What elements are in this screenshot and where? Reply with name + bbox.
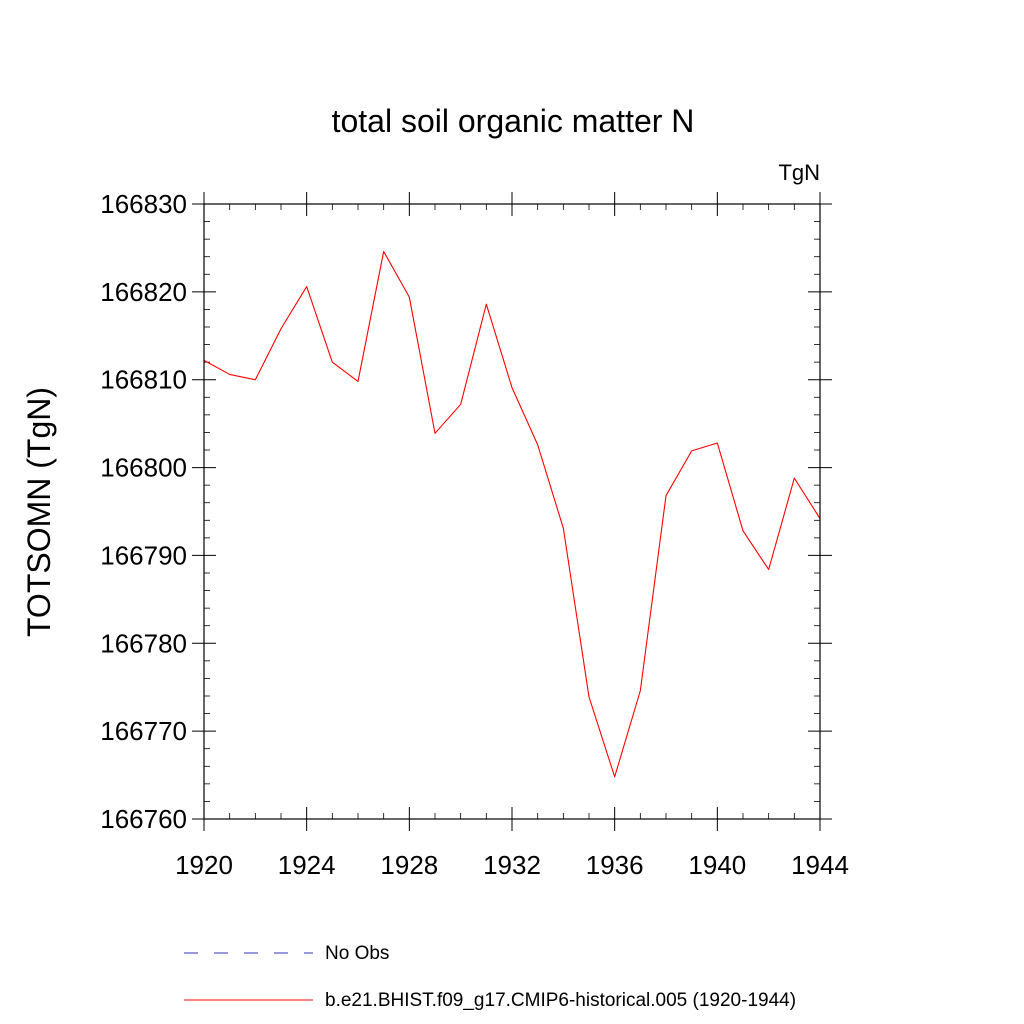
chart-title: total soil organic matter N: [332, 103, 695, 139]
y-tick-label: 166790: [100, 540, 187, 570]
y-axis-label: TOTSOMN (TgN): [21, 387, 57, 637]
x-axis: 1920 1924 1928 1932 1936 1940 1944: [175, 192, 849, 880]
series-layer: [203, 250, 821, 778]
x-tick-label: 1920: [175, 850, 233, 880]
x-tick-label: 1944: [791, 850, 849, 880]
legend: No Obs b.e21.BHIST.f09_g17.CMIP6-histori…: [184, 943, 796, 1011]
y-tick-label: 166800: [100, 453, 187, 483]
minor-ticks: [204, 204, 820, 819]
x-tick-label: 1936: [586, 850, 644, 880]
y-tick-label: 166830: [100, 189, 187, 219]
legend-label-model-run: b.e21.BHIST.f09_g17.CMIP6-historical.005…: [325, 990, 796, 1011]
plot-frame: [203, 203, 821, 820]
x-tick-label: 1928: [380, 850, 438, 880]
x-tick-label: 1940: [688, 850, 746, 880]
units-label: TgN: [778, 160, 820, 185]
x-tick-label: 1932: [483, 850, 541, 880]
y-tick-label: 166820: [100, 277, 187, 307]
y-axis: 166760 166770 166780 166790 166800 166810 1668…: [100, 189, 832, 834]
y-tick-label: 166810: [100, 365, 187, 395]
y-tick-label: 166780: [100, 628, 187, 658]
legend-label-no-obs: No Obs: [325, 943, 389, 964]
x-tick-label: 1924: [278, 850, 336, 880]
series-line-1: [203, 250, 821, 778]
y-tick-label: 166760: [100, 804, 187, 834]
y-tick-label: 166770: [100, 716, 187, 746]
